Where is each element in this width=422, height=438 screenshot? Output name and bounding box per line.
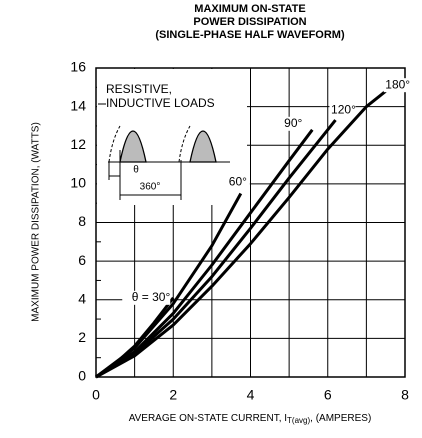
y-tick-label: 4 bbox=[78, 290, 86, 306]
curve-label: 60° bbox=[229, 175, 247, 189]
curve-label-bg bbox=[329, 103, 356, 118]
x-tick-label: 6 bbox=[324, 387, 332, 403]
inset-theta: θ bbox=[133, 165, 139, 176]
inset-background bbox=[97, 69, 247, 205]
plot-frame bbox=[95, 67, 406, 378]
x-axis-label-sub: T(avg) bbox=[287, 416, 310, 425]
x-tick-label: 2 bbox=[169, 387, 177, 403]
inset-label: RESISTIVE, bbox=[106, 82, 172, 96]
x-tick-label: 4 bbox=[247, 387, 255, 403]
curve-label: θ = 30° bbox=[132, 290, 171, 304]
x-axis-label: AVERAGE ON-STATE CURRENT, I bbox=[129, 413, 287, 424]
x-tick-label: 8 bbox=[401, 387, 409, 403]
curve-label-bg bbox=[278, 116, 305, 131]
curve-label-bg bbox=[223, 175, 250, 190]
x-axis-label: AVERAGE ON-STATE CURRENT, IT(avg), (AMPE… bbox=[129, 413, 372, 425]
chart-title: (SINGLE-PHASE HALF WAVEFORM) bbox=[155, 29, 345, 41]
inset-label: INDUCTIVE LOADS bbox=[106, 96, 215, 110]
curve-label-bg bbox=[383, 78, 410, 93]
y-tick-label: 10 bbox=[70, 175, 86, 191]
y-tick-label: 2 bbox=[78, 329, 86, 345]
curve-label: 180° bbox=[385, 77, 410, 91]
y-tick-label: 12 bbox=[70, 136, 86, 152]
curve bbox=[95, 119, 337, 379]
curve bbox=[95, 192, 243, 379]
y-tick-label: 14 bbox=[70, 97, 86, 113]
inset-wave bbox=[189, 130, 217, 163]
curve-label-bg bbox=[122, 290, 171, 305]
y-tick-label: 0 bbox=[78, 368, 86, 384]
inset-wave-dash bbox=[108, 125, 191, 163]
curve-label: 120° bbox=[331, 102, 356, 116]
curve bbox=[95, 90, 387, 379]
curve-label: 90° bbox=[284, 116, 302, 130]
inset-period: 360° bbox=[140, 182, 161, 193]
y-axis-label: MAXIMUM POWER DISSIPATION, (WATTS) bbox=[31, 122, 42, 322]
chart-title: POWER DISSIPATION bbox=[193, 16, 306, 28]
x-axis-label: , (AMPERES) bbox=[310, 413, 371, 424]
y-tick-label: 16 bbox=[70, 59, 86, 75]
y-tick-label: 8 bbox=[78, 213, 86, 229]
x-tick-label: 0 bbox=[92, 387, 100, 403]
inset-wave bbox=[119, 130, 147, 163]
chart-title: MAXIMUM ON-STATE bbox=[194, 3, 305, 15]
y-tick-label: 6 bbox=[78, 252, 86, 268]
